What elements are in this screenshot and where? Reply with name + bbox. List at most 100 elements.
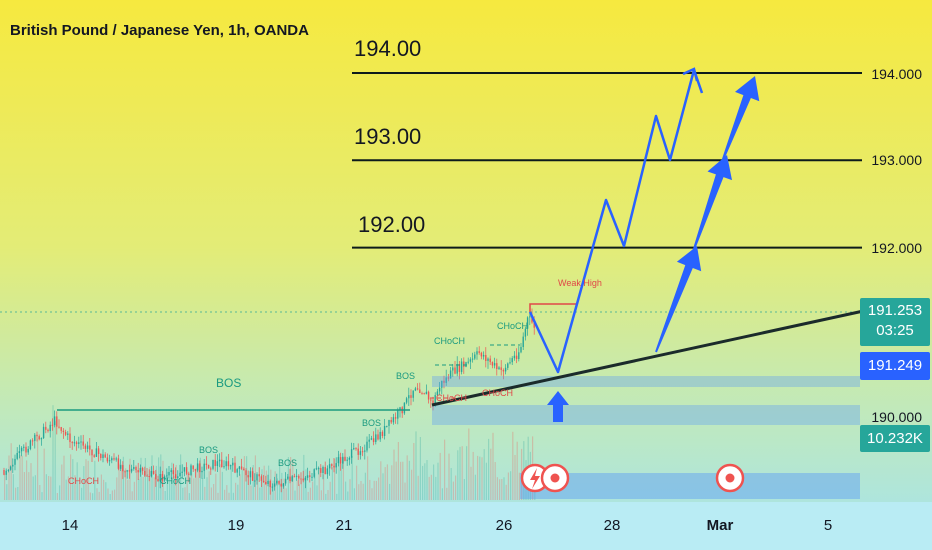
volume-bar — [367, 456, 369, 500]
volume-bar — [50, 476, 52, 500]
candle-body — [108, 460, 111, 462]
volume-bar — [89, 492, 91, 500]
choch-label: CHoCH — [68, 476, 100, 486]
volume-bar — [116, 477, 118, 500]
candle-body — [430, 399, 432, 401]
candle-body — [9, 466, 12, 470]
candle-body — [155, 473, 157, 480]
volume-bar — [6, 484, 8, 500]
candle-body — [102, 454, 104, 458]
volume-bar — [499, 479, 501, 500]
volume-bar — [294, 490, 296, 500]
candle-body — [196, 463, 199, 471]
candle-body — [221, 459, 223, 467]
candle-body — [320, 468, 322, 473]
candle-body — [498, 367, 500, 369]
volume-bar — [305, 469, 307, 500]
volume-bar — [411, 469, 413, 500]
candle-body — [344, 456, 346, 461]
candle-body — [80, 441, 82, 443]
volume-bar — [472, 451, 474, 500]
candle-body — [179, 472, 181, 477]
choch-label: CHoCH — [160, 476, 192, 486]
candle-body — [20, 447, 23, 452]
volume-bar — [265, 470, 267, 500]
candle-body — [322, 467, 324, 473]
volume-bar — [15, 487, 17, 500]
trend-line — [431, 308, 869, 407]
bos-label: BOS — [278, 458, 298, 468]
candle-body — [174, 474, 177, 479]
demand-zone — [432, 376, 860, 387]
candle-body — [416, 388, 419, 390]
volume-bar — [63, 455, 65, 500]
volume-bar — [393, 449, 395, 500]
candle-body — [227, 461, 230, 467]
candle-body — [350, 449, 353, 458]
volume-bar — [461, 446, 463, 500]
volume-bar — [85, 459, 87, 500]
candle-body — [531, 316, 533, 323]
candle-body — [137, 470, 139, 473]
volume-bar — [96, 488, 98, 500]
candle-body — [3, 470, 5, 475]
volume-bar — [140, 457, 142, 500]
volume-bar — [488, 438, 490, 500]
volume-bar — [54, 421, 56, 500]
volume-bar — [422, 465, 424, 500]
volume-bar — [507, 472, 509, 500]
lower-zone — [520, 473, 860, 499]
volume-bar — [318, 467, 320, 500]
volume-bar — [481, 457, 483, 500]
candle-body — [130, 468, 133, 472]
candle-body — [361, 451, 364, 453]
candle-body — [353, 448, 355, 450]
candle-body — [265, 482, 267, 484]
candle-body — [267, 481, 269, 484]
volume-bar — [402, 461, 404, 500]
candle-body — [128, 470, 131, 472]
volume-bar — [325, 493, 327, 500]
candle-body — [161, 474, 164, 481]
candle-body — [375, 434, 377, 442]
volume-bar — [338, 454, 340, 500]
candle-body — [51, 424, 54, 426]
volume-bar — [446, 487, 448, 500]
candle-body — [42, 426, 45, 439]
volume-bar — [380, 461, 382, 500]
candle-body — [152, 471, 155, 474]
candle-body — [5, 470, 7, 475]
volume-bar — [400, 461, 402, 500]
choch-label: CHoCH — [497, 321, 529, 331]
volume-bar — [184, 487, 186, 500]
volume-bar — [224, 489, 226, 500]
volume-bar — [360, 481, 362, 500]
candle-body — [522, 336, 524, 347]
candle-body — [438, 387, 441, 392]
candle-body — [337, 457, 340, 464]
candle-body — [496, 363, 498, 369]
volume-bar — [470, 466, 472, 500]
candle-body — [304, 477, 307, 481]
candle-body — [234, 462, 236, 473]
candle-body — [53, 416, 56, 426]
volume-bar — [76, 462, 78, 500]
volume-bar — [78, 483, 80, 500]
volume-bar — [307, 491, 309, 500]
volume-bar — [186, 472, 188, 500]
candle-body — [60, 427, 62, 431]
last-price-value: 191.253 — [867, 302, 923, 319]
candle-body — [124, 471, 126, 473]
volume-bar — [100, 474, 102, 500]
candle-body — [485, 355, 487, 361]
candle-body — [183, 467, 186, 472]
volume-bar — [147, 474, 149, 500]
volume-bar — [213, 484, 215, 500]
time-axis-background — [0, 502, 932, 550]
candle-body — [441, 380, 443, 388]
candle-body — [166, 475, 168, 477]
volume-bar — [215, 473, 217, 500]
